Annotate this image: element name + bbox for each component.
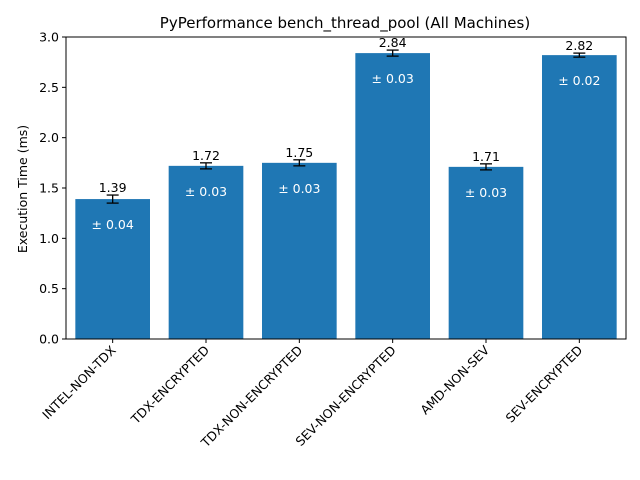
bar: [355, 53, 430, 340]
bar: [262, 162, 337, 339]
error-label: ± 0.02: [558, 73, 600, 88]
axes-frame: [65, 36, 627, 340]
y-tick-label: 0.0: [39, 332, 59, 347]
x-tick-label: SEV-ENCRYPTED: [502, 343, 585, 426]
y-tick-label: 1.5: [39, 181, 59, 196]
data-label: 1.71: [472, 149, 500, 164]
error-label: ± 0.03: [185, 184, 227, 199]
bar: [75, 199, 150, 339]
x-tick-label: TDX-NON-ENCRYPTED: [197, 343, 305, 451]
data-label: 1.72: [192, 148, 220, 163]
y-axis-label: Execution Time (ms): [15, 125, 30, 253]
y-tick-label: 1.0: [39, 231, 59, 246]
data-label: 2.82: [565, 38, 593, 53]
x-tick-label: SEV-NON-ENCRYPTED: [292, 343, 398, 449]
x-tick-label: TDX-ENCRYPTED: [127, 343, 212, 428]
error-label: ± 0.03: [465, 185, 507, 200]
bar: [542, 55, 617, 340]
error-label: ± 0.03: [372, 71, 414, 86]
error-label: ± 0.04: [92, 217, 134, 232]
bar: [448, 166, 524, 339]
error-label: ± 0.03: [278, 181, 320, 196]
y-tick-label: 3.0: [39, 30, 59, 45]
x-tick-label: INTEL-NON-TDX: [39, 342, 119, 422]
chart-title: PyPerformance bench_thread_pool (All Mac…: [160, 14, 530, 33]
plot-area: 0.0 0.5 1.0 1.5 2.0 2.5 3.0 1.39 ± 0.04 INTEL-NON…: [39, 30, 627, 451]
data-label: 1.75: [285, 145, 313, 160]
y-tick-label: 0.5: [39, 281, 59, 296]
data-label: 1.39: [99, 180, 127, 195]
x-tick-label: AMD-NON-SEV: [417, 342, 492, 417]
bar: [168, 165, 244, 339]
data-label: 2.84: [379, 35, 407, 50]
y-tick-label: 2.5: [39, 80, 59, 95]
y-tick-label: 2.0: [39, 130, 59, 145]
